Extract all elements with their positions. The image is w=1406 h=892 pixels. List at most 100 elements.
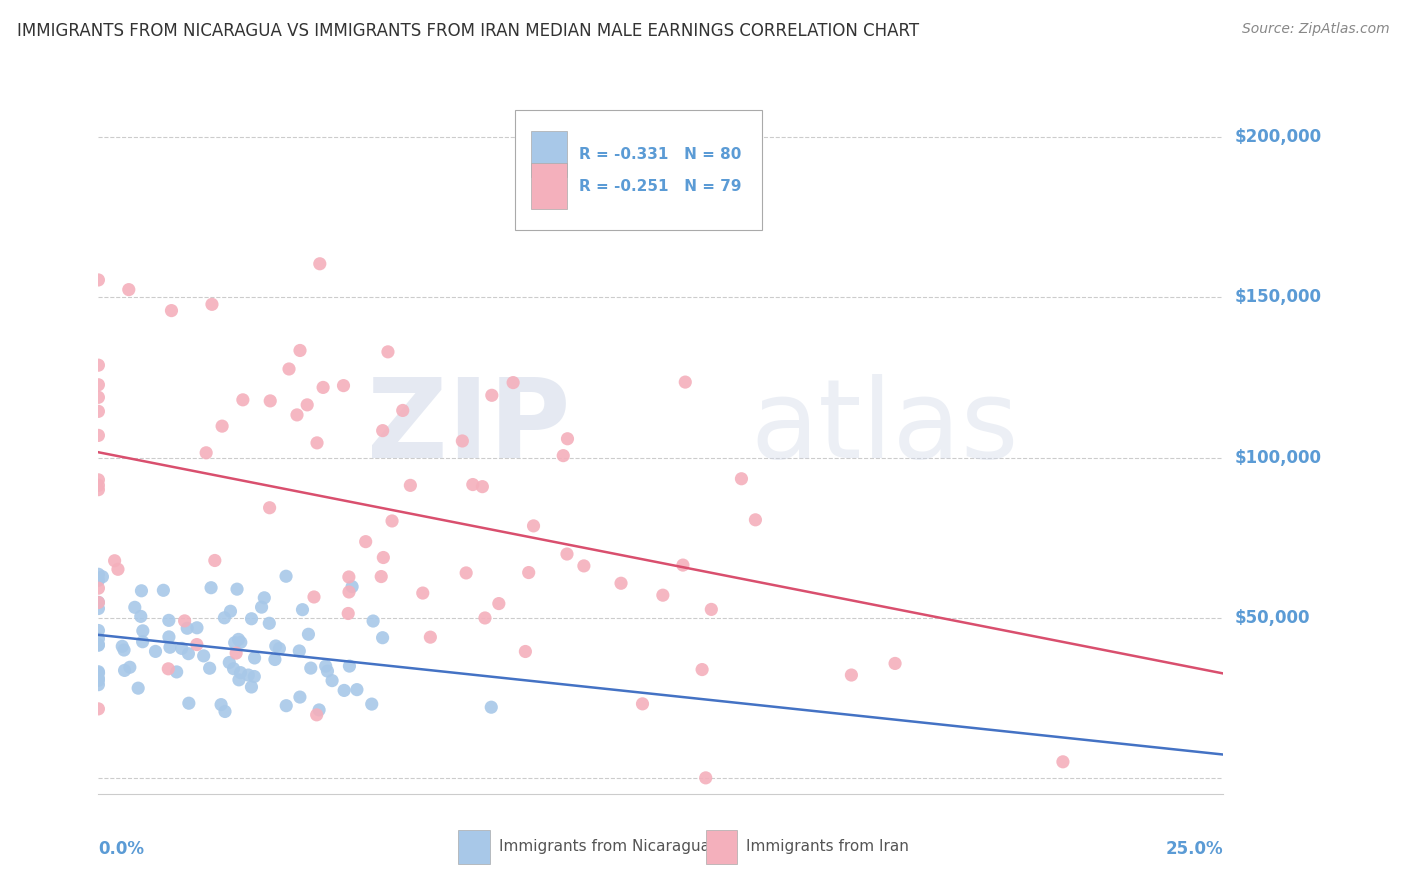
Point xyxy=(87,358,110,372)
Point xyxy=(104,554,127,568)
Point xyxy=(87,638,110,652)
Point xyxy=(87,595,110,609)
Point xyxy=(316,664,339,678)
Point xyxy=(381,514,404,528)
Point xyxy=(471,480,494,494)
FancyBboxPatch shape xyxy=(515,111,762,230)
Point xyxy=(502,376,524,390)
Point xyxy=(240,612,263,626)
Point xyxy=(229,665,252,680)
Point xyxy=(553,449,575,463)
Point xyxy=(451,434,474,448)
Point xyxy=(274,569,297,583)
Point xyxy=(479,700,502,714)
Point xyxy=(305,707,328,722)
Text: $200,000: $200,000 xyxy=(1234,128,1322,146)
Point xyxy=(186,621,208,635)
Point xyxy=(377,344,399,359)
Point xyxy=(152,583,174,598)
Point xyxy=(176,621,198,635)
Point xyxy=(399,478,422,492)
Point xyxy=(253,591,276,605)
Text: R = -0.251   N = 79: R = -0.251 N = 79 xyxy=(579,178,741,194)
Point xyxy=(461,477,484,491)
Point xyxy=(228,673,250,687)
Point xyxy=(87,428,110,442)
Text: R = -0.331   N = 80: R = -0.331 N = 80 xyxy=(579,147,741,161)
Point xyxy=(166,665,188,679)
Point xyxy=(186,638,208,652)
Point xyxy=(305,435,328,450)
Point xyxy=(229,635,252,649)
FancyBboxPatch shape xyxy=(458,830,489,863)
Point xyxy=(269,641,291,656)
Point xyxy=(200,581,222,595)
Point xyxy=(700,602,723,616)
Text: Immigrants from Iran: Immigrants from Iran xyxy=(747,839,910,855)
Point xyxy=(339,659,361,673)
Point xyxy=(346,682,368,697)
Point xyxy=(308,703,330,717)
Point xyxy=(370,569,392,583)
Point xyxy=(360,697,382,711)
Point xyxy=(124,600,146,615)
Point xyxy=(219,604,242,618)
Point xyxy=(157,630,180,644)
FancyBboxPatch shape xyxy=(531,163,568,209)
Point xyxy=(730,472,752,486)
Point xyxy=(264,652,287,666)
Point xyxy=(112,643,135,657)
Point xyxy=(673,375,696,389)
Point xyxy=(214,611,236,625)
Point xyxy=(131,583,153,598)
Point xyxy=(243,651,266,665)
Point xyxy=(173,614,195,628)
Point xyxy=(87,638,110,652)
Text: $50,000: $50,000 xyxy=(1234,608,1310,627)
Point xyxy=(214,705,236,719)
Point xyxy=(308,257,330,271)
Point xyxy=(672,558,695,572)
Point xyxy=(744,513,766,527)
Point xyxy=(690,663,713,677)
Point xyxy=(193,648,215,663)
Point xyxy=(211,419,233,434)
Point xyxy=(555,547,578,561)
Point xyxy=(157,662,180,676)
Point xyxy=(87,595,110,609)
Point xyxy=(87,665,110,679)
Point xyxy=(371,631,394,645)
FancyBboxPatch shape xyxy=(531,131,568,178)
Point xyxy=(87,632,110,646)
Point xyxy=(111,640,134,654)
Point xyxy=(87,390,110,404)
Point xyxy=(177,647,200,661)
Text: $100,000: $100,000 xyxy=(1234,449,1322,467)
FancyBboxPatch shape xyxy=(706,830,737,863)
Point xyxy=(572,558,595,573)
Point xyxy=(87,404,110,418)
Point xyxy=(87,702,110,716)
Point xyxy=(631,697,654,711)
Point xyxy=(114,664,136,678)
Point xyxy=(337,585,360,599)
Point xyxy=(371,424,394,438)
Point xyxy=(333,683,356,698)
Point xyxy=(222,662,245,676)
Point xyxy=(288,644,311,658)
Point xyxy=(295,398,318,412)
Text: IMMIGRANTS FROM NICARAGUA VS IMMIGRANTS FROM IRAN MEDIAN MALE EARNINGS CORRELATI: IMMIGRANTS FROM NICARAGUA VS IMMIGRANTS … xyxy=(17,22,920,40)
Point xyxy=(321,673,343,688)
Point xyxy=(302,590,325,604)
Point xyxy=(132,624,155,638)
Point xyxy=(297,627,319,641)
Point xyxy=(87,567,110,582)
Point xyxy=(218,656,240,670)
Point xyxy=(841,668,863,682)
Point xyxy=(373,550,395,565)
Point xyxy=(87,581,110,595)
Point xyxy=(177,696,200,710)
Point xyxy=(474,611,496,625)
Point xyxy=(288,690,311,704)
Point xyxy=(412,586,434,600)
